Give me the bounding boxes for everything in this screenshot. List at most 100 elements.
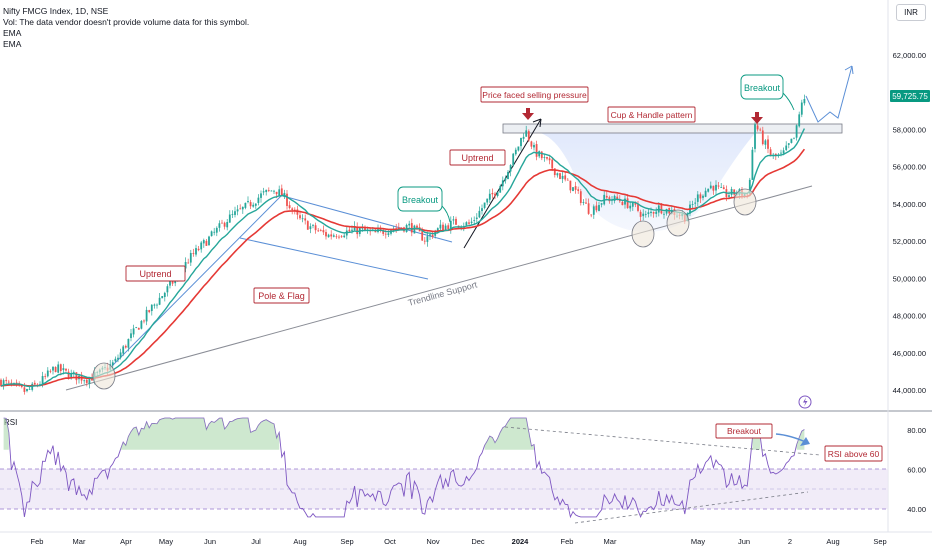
candle-body (605, 195, 608, 198)
candle-body (44, 376, 47, 377)
candle-body (613, 195, 616, 201)
ema-slow-line[interactable] (0, 148, 806, 387)
rsi-tick-label: 40.00 (907, 505, 926, 514)
currency-button[interactable]: INR (896, 4, 926, 21)
ema-fast-line[interactable] (0, 128, 806, 388)
touch-point-circle[interactable] (92, 362, 116, 390)
candle-body (387, 233, 390, 235)
touch-point-circle[interactable] (666, 209, 690, 237)
last-price-tag[interactable]: 59,725.75 (890, 90, 930, 102)
candle-body (85, 379, 88, 383)
candle-body (291, 208, 294, 211)
candle-body (195, 248, 197, 255)
candle-body (361, 227, 364, 229)
candle-body (20, 385, 23, 387)
candle-body (275, 191, 278, 195)
candle-body (280, 188, 283, 197)
candle-body (423, 240, 426, 242)
candle-body (444, 225, 447, 230)
candle-body (410, 223, 413, 233)
candle-body (140, 320, 143, 329)
candle-body (704, 190, 707, 197)
candle-body (288, 205, 291, 208)
candle-body (413, 225, 416, 234)
candle-body (517, 146, 520, 151)
candle-body (473, 219, 476, 221)
projection-path[interactable] (805, 65, 853, 123)
candle-body (598, 205, 600, 211)
flag-upper-line[interactable] (282, 195, 453, 243)
candle-body (408, 223, 411, 226)
price-axis: 62,000.0060,000.0058,000.0056,000.0054,0… (893, 51, 926, 395)
candle-body (533, 144, 535, 148)
candle-body (210, 231, 213, 237)
candle-body (715, 184, 717, 191)
annotation-rsi-above[interactable]: RSI above 60 (824, 445, 883, 462)
candle-body (153, 304, 156, 306)
annotation-rsi-breakout[interactable]: Breakout (715, 423, 773, 439)
annotation-cup-handle[interactable]: Cup & Handle pattern (607, 106, 696, 123)
annotation-text: RSI above 60 (828, 449, 880, 459)
annotation-text: Price faced selling pressure (482, 90, 587, 100)
candle-body (481, 208, 483, 212)
candle-body (124, 345, 127, 348)
candle-body (62, 368, 65, 371)
candle-body (431, 234, 434, 237)
flag-lower-line[interactable] (239, 237, 429, 280)
resistance-zone[interactable] (502, 123, 843, 134)
candle-body (754, 124, 756, 149)
candle-body (509, 165, 512, 172)
annotation-uptrend-2[interactable]: Uptrend (449, 149, 506, 166)
candle-body (234, 211, 236, 215)
uptrend-arrow-head (532, 118, 542, 128)
candle-body (665, 208, 668, 214)
price-tick-label: 52,000.00 (893, 237, 926, 246)
annotation-selling-pressure[interactable]: Price faced selling pressure (480, 86, 589, 103)
candle-body (270, 190, 273, 192)
ema-legend-1[interactable]: EMA (3, 28, 22, 38)
candle-body (488, 193, 491, 200)
candle-body (478, 210, 481, 218)
candle-body (23, 387, 26, 392)
annotation-breakout-1[interactable]: Breakout (397, 186, 451, 223)
annotation-uptrend-1[interactable]: Uptrend (125, 265, 186, 282)
candle-body (520, 137, 522, 147)
time-tick-label: Apr (120, 537, 132, 546)
candle-body (278, 189, 281, 196)
candle-body (161, 296, 164, 299)
pole-line[interactable] (111, 193, 284, 367)
annotation-text: Pole & Flag (258, 291, 305, 301)
candle-body (353, 226, 356, 231)
candle-body (767, 139, 769, 149)
candle-body (132, 328, 135, 335)
annotation-pole-flag[interactable]: Pole & Flag (253, 287, 310, 304)
candle-body (709, 185, 712, 189)
symbol-title[interactable]: Nifty FMCG Index, 1D, NSE (3, 6, 109, 16)
candle-body (254, 203, 257, 206)
ema-legend-2[interactable]: EMA (3, 39, 22, 49)
candle-body (507, 171, 509, 180)
candle-body (49, 370, 52, 372)
touch-point-circle[interactable] (733, 188, 757, 216)
price-tick-label: 56,000.00 (893, 163, 926, 172)
candle-body (790, 138, 793, 143)
candle-body (262, 191, 265, 193)
candle-body (660, 204, 663, 214)
candle-body (228, 214, 231, 223)
candle-body (652, 212, 655, 214)
candle-body (57, 364, 60, 373)
candle-body (468, 222, 470, 224)
candle-body (67, 371, 70, 379)
time-tick-label: Jul (251, 537, 261, 546)
down-arrow-icon (751, 112, 763, 124)
candle-body (304, 218, 307, 221)
rsi-line[interactable] (3, 417, 805, 519)
candle-body (748, 179, 751, 194)
lightning-icon[interactable] (798, 395, 812, 409)
candle-body (397, 227, 400, 229)
rsi-resistance-trendline[interactable] (504, 426, 821, 456)
touch-point-circle[interactable] (631, 220, 655, 248)
trendline-support[interactable] (65, 185, 813, 391)
annotation-breakout-2[interactable]: Breakout (740, 74, 795, 111)
